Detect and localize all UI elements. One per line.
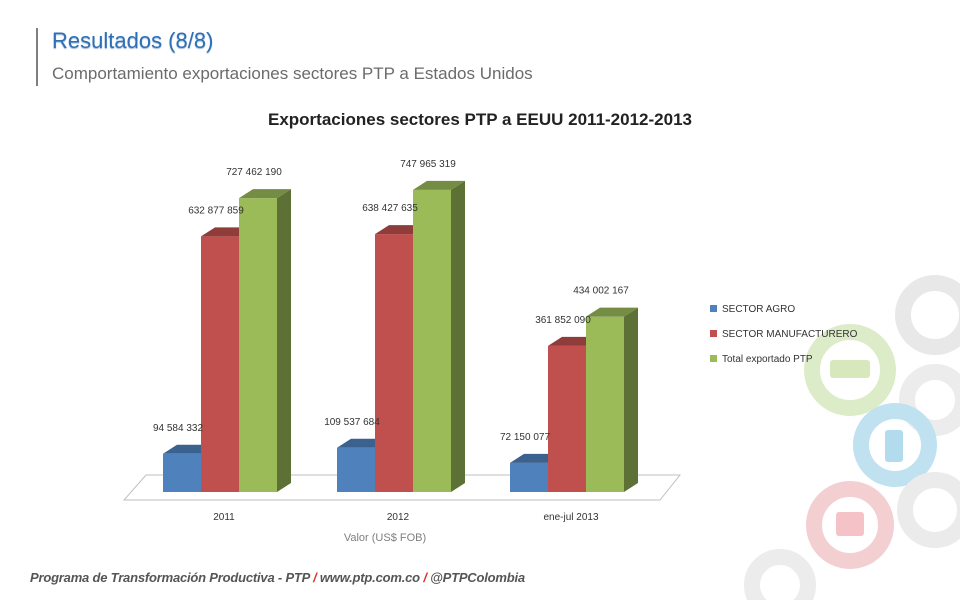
footer-separator: / xyxy=(423,570,427,585)
x-tick-label: ene-jul 2013 xyxy=(543,512,598,523)
data-label: 94 584 332 xyxy=(153,423,203,434)
footer-website[interactable]: www.ptp.com.co xyxy=(316,570,424,585)
x-axis-label: Valor (US$ FOB) xyxy=(344,532,426,544)
data-label: 638 427 635 xyxy=(362,203,418,214)
chart-title: Exportaciones sectores PTP a EEUU 2011-2… xyxy=(268,110,692,129)
svg-text:SECTOR MANUFACTURERO: SECTOR MANUFACTURERO xyxy=(722,329,858,340)
bar-ene-jul-2013-2 xyxy=(586,307,638,492)
gears-decoration-icon xyxy=(744,275,960,600)
legend-item: SECTOR MANUFACTURERO xyxy=(710,329,858,340)
data-label: 727 462 190 xyxy=(226,167,282,178)
svg-text:SECTOR AGRO: SECTOR AGRO xyxy=(722,304,795,315)
x-tick-label: 2011 xyxy=(213,512,235,523)
footer-program: Programa de Transformación Productiva - … xyxy=(30,570,314,585)
x-tick-label: 2012 xyxy=(387,512,410,523)
slide-title: Resultados (8/8) xyxy=(52,28,214,53)
svg-text:Total exportado PTP: Total exportado PTP xyxy=(722,354,813,365)
legend-item: Total exportado PTP xyxy=(710,354,813,365)
legend-item: SECTOR AGRO xyxy=(710,304,795,315)
data-label: 72 150 077 xyxy=(500,432,550,443)
data-label: 632 877 859 xyxy=(188,205,244,216)
slide-subtitle: Comportamiento exportaciones sectores PT… xyxy=(52,64,533,83)
footer-separator: / xyxy=(313,570,317,585)
data-label: 109 537 684 xyxy=(324,417,380,428)
footer: Programa de Transformación Productiva - … xyxy=(30,570,525,585)
title-accent-bar xyxy=(36,28,38,86)
footer-twitter[interactable]: @PTPColombia xyxy=(426,570,525,585)
bar-2011-2 xyxy=(239,189,291,493)
data-label: 361 852 090 xyxy=(535,315,591,326)
bar-2012-2 xyxy=(413,180,465,492)
data-label: 747 965 319 xyxy=(400,159,456,170)
data-label: 434 002 167 xyxy=(573,286,629,297)
